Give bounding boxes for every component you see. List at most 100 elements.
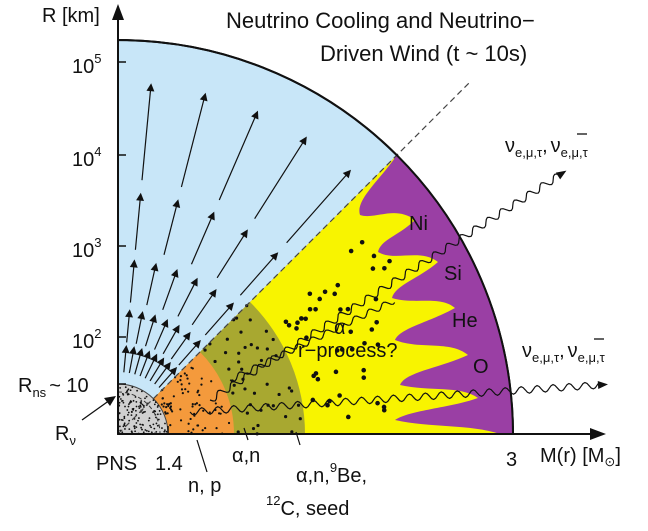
x-axis-arrow-icon: [590, 428, 606, 440]
particle-dot: [180, 388, 184, 391]
particle-dot: [150, 426, 152, 429]
wind-arrow-head: [149, 314, 157, 324]
wind-arrow-head: [208, 288, 217, 298]
wind-arrow-head: [156, 357, 165, 367]
wind-arrow-head: [192, 339, 201, 349]
wind-arrow: [158, 372, 173, 388]
particle-dot: [130, 430, 133, 433]
particle-dot: [134, 396, 137, 398]
particle-dot: [163, 430, 166, 433]
particle-dot: [181, 392, 184, 395]
particle-dot: [299, 316, 304, 321]
particle-dot: [200, 383, 203, 386]
alpha-n-label: α,n: [232, 445, 260, 467]
particle-dot: [172, 395, 175, 398]
particle-dot: [165, 406, 168, 409]
rnu-pointer-arrow-icon: [104, 396, 116, 406]
particle-dot: [264, 329, 268, 333]
particle-dot: [138, 417, 140, 419]
pns-label: PNS: [96, 453, 137, 475]
particle-dot: [315, 376, 321, 382]
particle-dot: [382, 266, 387, 271]
particle-dot: [144, 397, 146, 400]
rnu-pointer: [81, 399, 111, 421]
particle-dot: [232, 383, 236, 387]
particle-dot: [197, 424, 200, 427]
particle-dot: [139, 401, 142, 404]
particle-dot: [164, 411, 167, 414]
particle-dot: [121, 431, 124, 434]
particle-dot: [191, 367, 194, 370]
particle-dot: [126, 409, 129, 411]
wind-arrow-head: [136, 192, 145, 202]
wind-arrow: [177, 284, 195, 317]
particle-dot: [180, 383, 183, 386]
particle-dot: [135, 400, 138, 403]
particle-dot: [147, 419, 150, 422]
particle-dot: [203, 348, 207, 352]
particle-dot: [179, 374, 183, 378]
particle-dot: [271, 404, 275, 408]
particle-dot: [192, 428, 195, 431]
particle-dot: [187, 430, 190, 433]
particle-dot: [122, 425, 125, 428]
particle-dot: [298, 417, 302, 421]
wind-arrow-head: [207, 211, 215, 221]
particle-dot: [210, 380, 213, 383]
particle-dot: [220, 405, 223, 408]
particle-dot: [348, 329, 354, 335]
particle-dot: [371, 253, 377, 259]
particle-dot: [303, 316, 308, 322]
particle-dot: [265, 382, 269, 386]
alpha-n-pointer: [243, 427, 249, 441]
particle-dot: [307, 291, 313, 297]
wind-arrow-head: [128, 346, 137, 355]
particle-dot: [167, 403, 171, 406]
wind-arrow-head: [150, 262, 159, 272]
particle-dot: [157, 418, 160, 421]
particle-dot: [185, 374, 188, 377]
neutrino-arrow-upper-icon: [555, 170, 567, 180]
particle-dot: [213, 359, 217, 364]
wind-arrow: [128, 353, 134, 374]
particle-dot: [236, 430, 240, 434]
seed-label-line-1: α,n,9Be,: [296, 460, 367, 487]
particle-dot: [176, 380, 179, 383]
y-axis-label: R [km]: [42, 5, 100, 27]
y-tick-label-3: 103: [72, 235, 101, 262]
wind-arrow-head: [199, 92, 208, 102]
particle-dot: [159, 413, 162, 416]
wind-arrow: [218, 117, 256, 201]
particle-dot: [155, 422, 158, 425]
r-process-label: r−process?: [298, 340, 398, 362]
particle-dot: [256, 423, 260, 428]
particle-dot: [243, 345, 247, 350]
particle-dot: [225, 337, 229, 341]
wind-arrow: [204, 307, 230, 336]
wind-arrows: [121, 83, 352, 388]
particle-dot: [374, 319, 379, 325]
wind-arrow: [134, 199, 141, 250]
np-pointer: [196, 439, 208, 473]
particle-dot: [227, 367, 231, 371]
particle-dot: [195, 402, 199, 405]
particle-dot: [118, 418, 121, 421]
particle-dot: [362, 340, 367, 346]
particle-dot: [165, 430, 168, 433]
particle-dot: [277, 392, 281, 397]
wind-arrow-head: [299, 136, 307, 146]
particle-dot: [127, 411, 130, 414]
wind-arrow: [216, 235, 245, 279]
particle-dot: [259, 358, 264, 363]
particle-dot: [170, 408, 173, 411]
particle-dot: [166, 412, 169, 415]
wind-arrow: [162, 330, 177, 355]
wind-arrow-head: [121, 345, 130, 354]
particle-dot: [164, 422, 166, 425]
particle-dot: [123, 417, 126, 420]
particle-dot: [135, 422, 138, 424]
particle-dot: [143, 406, 145, 408]
particle-dot: [133, 425, 136, 427]
particle-dot: [245, 411, 249, 415]
particle-dot: [231, 391, 235, 395]
